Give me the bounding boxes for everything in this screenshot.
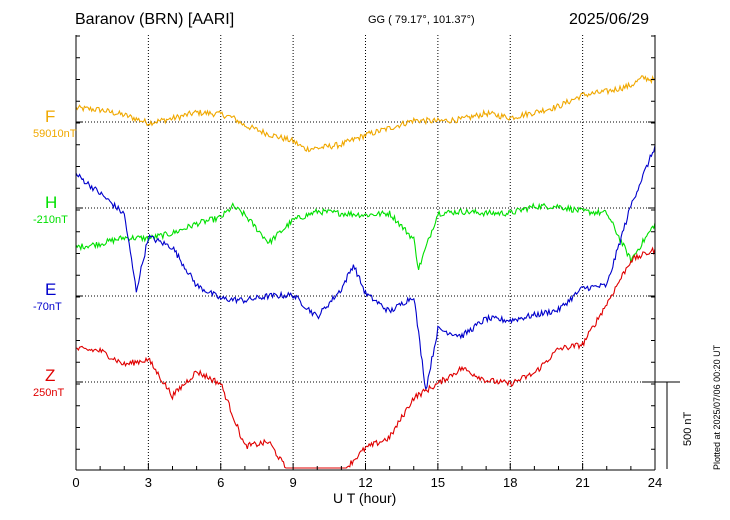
trace-h	[75, 202, 656, 271]
x-tick-label: 6	[217, 475, 225, 490]
scale-bar-label: 500 nT	[682, 411, 694, 446]
x-tick-label: 0	[72, 475, 80, 490]
trace-e	[75, 145, 656, 391]
axes	[75, 35, 680, 471]
component-letter-h: H	[45, 193, 58, 212]
trace-f	[75, 75, 656, 153]
coordinates-label: GG ( 79.17°, 101.37°)	[368, 14, 475, 26]
x-tick-label: 12	[358, 475, 373, 490]
component-baseline-f: 59010nT	[33, 128, 77, 140]
plotted-timestamp: Plotted at 2025/07/06 00:20 UT	[712, 344, 722, 470]
date-label: 2025/06/29	[569, 11, 650, 28]
component-baseline-z: 250nT	[33, 387, 65, 399]
x-axis-label: U T (hour)	[333, 490, 397, 506]
component-baseline-h: -210nT	[33, 214, 68, 226]
component-letter-e: E	[45, 280, 57, 299]
trace-z	[75, 246, 656, 469]
x-tick-label: 18	[503, 475, 518, 490]
station-title: Baranov (BRN) [AARI]	[75, 11, 235, 28]
x-tick-label: 21	[575, 475, 590, 490]
grid	[76, 35, 655, 470]
x-tick-label: 15	[430, 475, 446, 490]
traces	[75, 75, 656, 469]
component-letter-f: F	[45, 107, 56, 126]
x-tick-label: 3	[144, 475, 152, 490]
component-letter-z: Z	[45, 366, 56, 385]
component-baseline-e: -70nT	[33, 301, 62, 313]
x-tick-label: 9	[289, 475, 297, 490]
x-tick-label: 24	[647, 475, 663, 490]
